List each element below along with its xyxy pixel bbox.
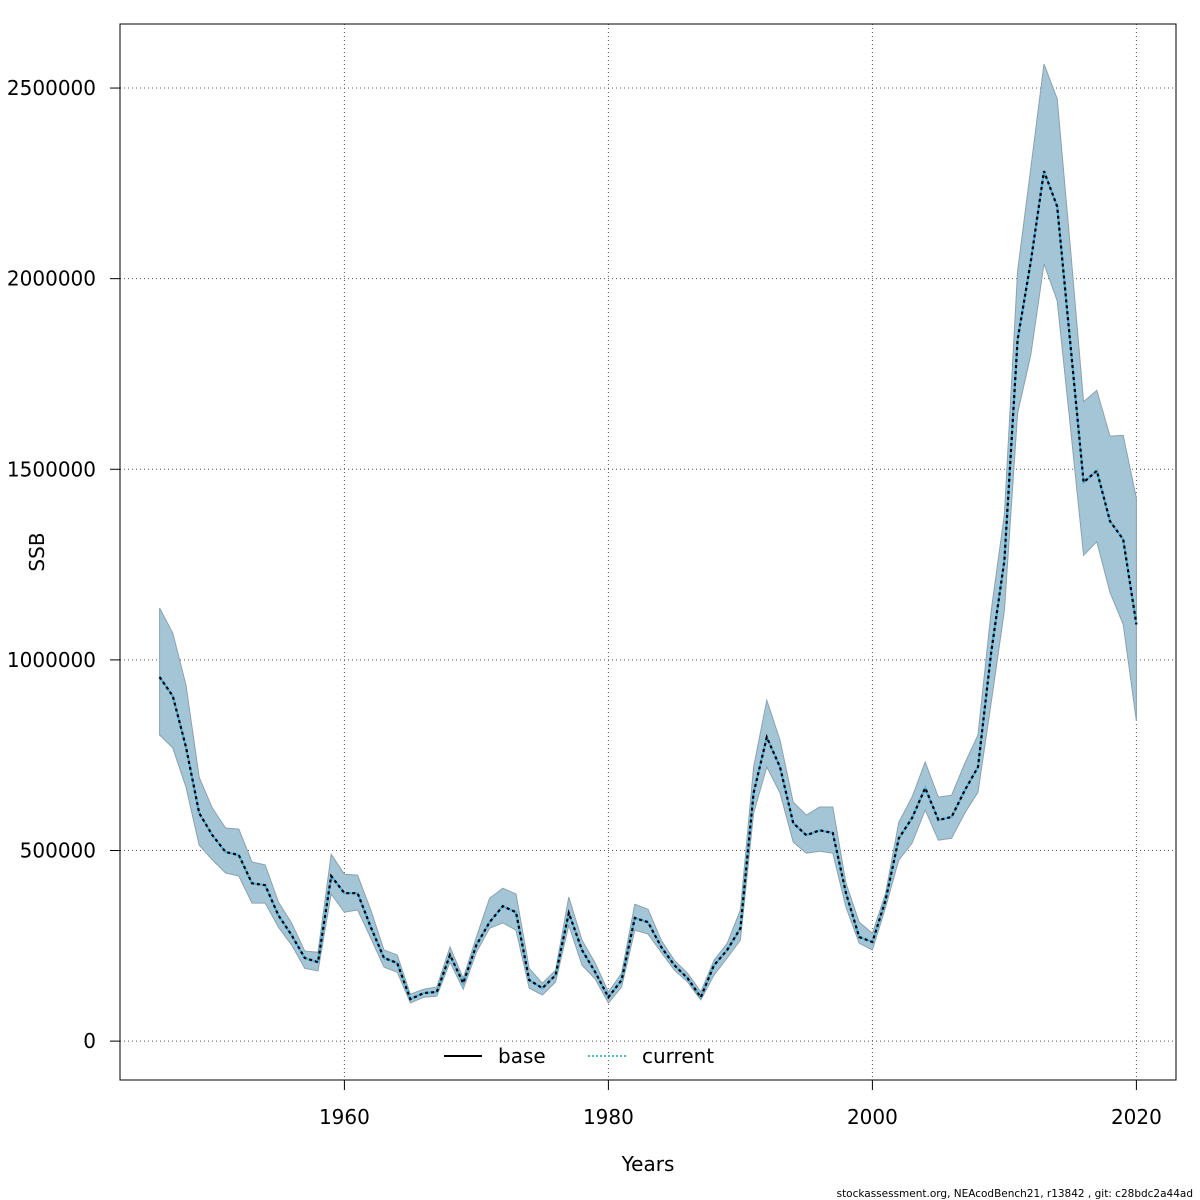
legend-label-current: current	[642, 1044, 714, 1068]
series-lines	[158, 170, 1138, 1001]
y-tick-label: 2000000	[7, 267, 96, 291]
grid	[120, 24, 1176, 1080]
plot-frame	[119, 23, 1177, 1081]
series-line-current	[158, 170, 1138, 1001]
x-axis-label: Years	[621, 1152, 675, 1176]
axes: 1960 1980 2000 2020 0 500000 1000000 1500000 200…	[7, 23, 1177, 1129]
footer-credit: stockassessment.org, NEAcodBench21, r138…	[837, 1188, 1193, 1200]
legend-label-base: base	[498, 1044, 546, 1068]
legend: base current	[444, 1044, 714, 1068]
series-line-base	[158, 170, 1138, 1001]
y-tick-label: 0	[83, 1029, 96, 1053]
y-tick-label: 1500000	[7, 457, 96, 481]
confidence-band-group	[159, 63, 1137, 1004]
x-tick-label: 1980	[583, 1105, 634, 1129]
x-tick-label: 2000	[847, 1105, 898, 1129]
y-tick-label: 2500000	[7, 76, 96, 100]
x-tick-label: 1960	[319, 1105, 370, 1129]
confidence-band	[159, 63, 1137, 1004]
y-tick-label: 500000	[20, 839, 96, 863]
y-axis-label: SSB	[25, 532, 49, 571]
y-tick-label: 1000000	[7, 648, 96, 672]
x-tick-label: 2020	[1111, 1105, 1162, 1129]
